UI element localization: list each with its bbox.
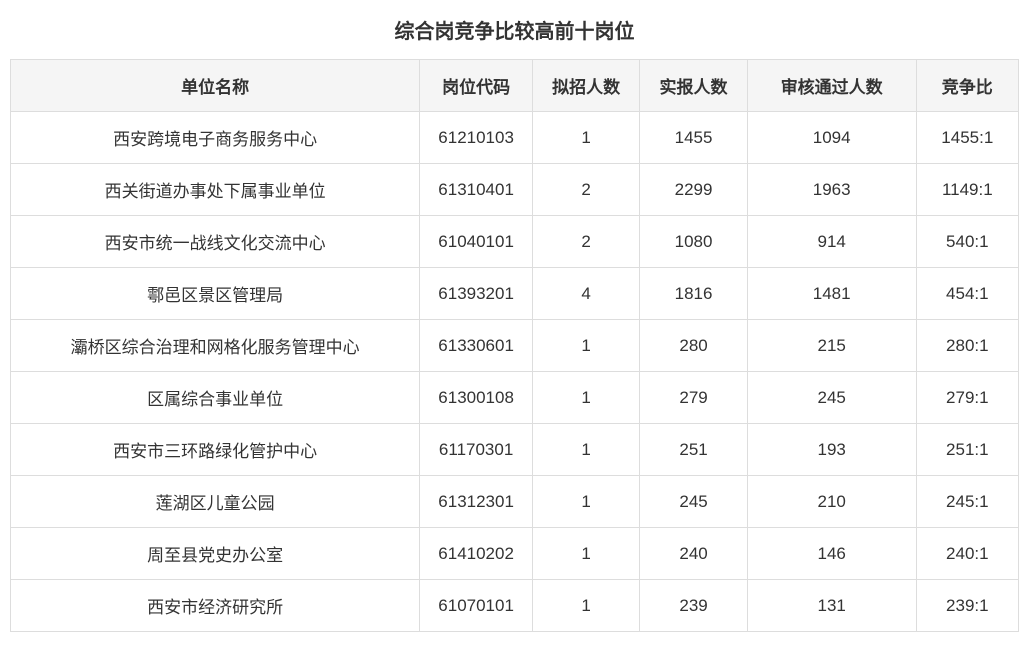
cell-name: 西安市三环路绿化管护中心 bbox=[11, 424, 420, 476]
cell-plan: 4 bbox=[532, 268, 639, 320]
col-header-code: 岗位代码 bbox=[420, 60, 533, 112]
cell-code: 61210103 bbox=[420, 112, 533, 164]
cell-name: 西安市统一战线文化交流中心 bbox=[11, 216, 420, 268]
cell-plan: 1 bbox=[532, 372, 639, 424]
cell-plan: 1 bbox=[532, 476, 639, 528]
table-row: 灞桥区综合治理和网格化服务管理中心 61330601 1 280 215 280… bbox=[11, 320, 1019, 372]
cell-plan: 2 bbox=[532, 216, 639, 268]
cell-plan: 2 bbox=[532, 164, 639, 216]
cell-apply: 239 bbox=[640, 580, 747, 632]
cell-ratio: 251:1 bbox=[916, 424, 1018, 476]
col-header-apply: 实报人数 bbox=[640, 60, 747, 112]
cell-name: 鄠邑区景区管理局 bbox=[11, 268, 420, 320]
cell-approve: 1481 bbox=[747, 268, 916, 320]
cell-plan: 1 bbox=[532, 528, 639, 580]
cell-apply: 1455 bbox=[640, 112, 747, 164]
cell-code: 61393201 bbox=[420, 268, 533, 320]
table-container: 综合岗竞争比较高前十岗位 单位名称 岗位代码 拟招人数 实报人数 审核通过人数 … bbox=[10, 15, 1019, 632]
cell-apply: 280 bbox=[640, 320, 747, 372]
cell-name: 灞桥区综合治理和网格化服务管理中心 bbox=[11, 320, 420, 372]
table-header-row: 单位名称 岗位代码 拟招人数 实报人数 审核通过人数 竞争比 bbox=[11, 60, 1019, 112]
table-row: 莲湖区儿童公园 61312301 1 245 210 245:1 bbox=[11, 476, 1019, 528]
cell-apply: 245 bbox=[640, 476, 747, 528]
table-row: 区属综合事业单位 61300108 1 279 245 279:1 bbox=[11, 372, 1019, 424]
col-header-approve: 审核通过人数 bbox=[747, 60, 916, 112]
cell-name: 莲湖区儿童公园 bbox=[11, 476, 420, 528]
cell-name: 西关街道办事处下属事业单位 bbox=[11, 164, 420, 216]
table-row: 西安市三环路绿化管护中心 61170301 1 251 193 251:1 bbox=[11, 424, 1019, 476]
cell-code: 61310401 bbox=[420, 164, 533, 216]
cell-apply: 240 bbox=[640, 528, 747, 580]
cell-apply: 2299 bbox=[640, 164, 747, 216]
cell-plan: 1 bbox=[532, 112, 639, 164]
cell-apply: 1080 bbox=[640, 216, 747, 268]
cell-ratio: 540:1 bbox=[916, 216, 1018, 268]
cell-ratio: 279:1 bbox=[916, 372, 1018, 424]
cell-ratio: 239:1 bbox=[916, 580, 1018, 632]
cell-ratio: 1455:1 bbox=[916, 112, 1018, 164]
cell-approve: 210 bbox=[747, 476, 916, 528]
cell-code: 61330601 bbox=[420, 320, 533, 372]
cell-code: 61312301 bbox=[420, 476, 533, 528]
cell-approve: 193 bbox=[747, 424, 916, 476]
table-row: 西关街道办事处下属事业单位 61310401 2 2299 1963 1149:… bbox=[11, 164, 1019, 216]
cell-approve: 1094 bbox=[747, 112, 916, 164]
cell-approve: 146 bbox=[747, 528, 916, 580]
table-body: 西安跨境电子商务服务中心 61210103 1 1455 1094 1455:1… bbox=[11, 112, 1019, 632]
col-header-plan: 拟招人数 bbox=[532, 60, 639, 112]
cell-approve: 245 bbox=[747, 372, 916, 424]
page-title: 综合岗竞争比较高前十岗位 bbox=[10, 15, 1019, 44]
cell-name: 区属综合事业单位 bbox=[11, 372, 420, 424]
cell-apply: 1816 bbox=[640, 268, 747, 320]
cell-name: 西安市经济研究所 bbox=[11, 580, 420, 632]
table-row: 西安市经济研究所 61070101 1 239 131 239:1 bbox=[11, 580, 1019, 632]
cell-ratio: 1149:1 bbox=[916, 164, 1018, 216]
cell-code: 61040101 bbox=[420, 216, 533, 268]
cell-plan: 1 bbox=[532, 320, 639, 372]
cell-name: 周至县党史办公室 bbox=[11, 528, 420, 580]
cell-code: 61070101 bbox=[420, 580, 533, 632]
cell-name: 西安跨境电子商务服务中心 bbox=[11, 112, 420, 164]
cell-plan: 1 bbox=[532, 424, 639, 476]
cell-ratio: 245:1 bbox=[916, 476, 1018, 528]
col-header-ratio: 竞争比 bbox=[916, 60, 1018, 112]
table-row: 周至县党史办公室 61410202 1 240 146 240:1 bbox=[11, 528, 1019, 580]
cell-ratio: 454:1 bbox=[916, 268, 1018, 320]
table-row: 西安市统一战线文化交流中心 61040101 2 1080 914 540:1 bbox=[11, 216, 1019, 268]
cell-approve: 914 bbox=[747, 216, 916, 268]
cell-code: 61410202 bbox=[420, 528, 533, 580]
cell-plan: 1 bbox=[532, 580, 639, 632]
cell-ratio: 240:1 bbox=[916, 528, 1018, 580]
cell-code: 61300108 bbox=[420, 372, 533, 424]
cell-apply: 251 bbox=[640, 424, 747, 476]
cell-approve: 131 bbox=[747, 580, 916, 632]
cell-apply: 279 bbox=[640, 372, 747, 424]
competition-table: 单位名称 岗位代码 拟招人数 实报人数 审核通过人数 竞争比 西安跨境电子商务服… bbox=[10, 59, 1019, 632]
cell-ratio: 280:1 bbox=[916, 320, 1018, 372]
cell-approve: 1963 bbox=[747, 164, 916, 216]
table-row: 西安跨境电子商务服务中心 61210103 1 1455 1094 1455:1 bbox=[11, 112, 1019, 164]
table-row: 鄠邑区景区管理局 61393201 4 1816 1481 454:1 bbox=[11, 268, 1019, 320]
cell-approve: 215 bbox=[747, 320, 916, 372]
cell-code: 61170301 bbox=[420, 424, 533, 476]
col-header-name: 单位名称 bbox=[11, 60, 420, 112]
